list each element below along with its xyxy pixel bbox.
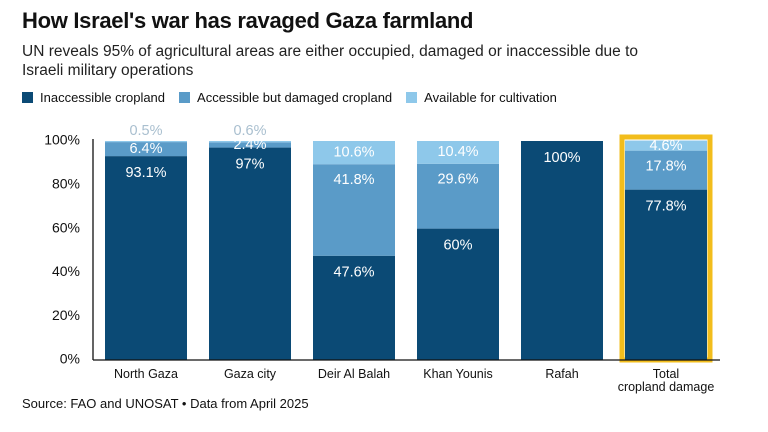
legend-item-available: Available for cultivation bbox=[406, 90, 557, 105]
data-label-available: 0.6% bbox=[233, 123, 266, 139]
data-label-inaccessible: 47.6% bbox=[333, 265, 374, 281]
bar-segment-damaged bbox=[625, 150, 707, 190]
bar-segment-damaged bbox=[209, 142, 291, 148]
bar-segment-inaccessible bbox=[209, 147, 291, 360]
bar-segment-damaged bbox=[313, 164, 395, 256]
y-tick-label: 80% bbox=[52, 176, 80, 192]
y-tick-label: 60% bbox=[52, 219, 80, 235]
data-label-available: 4.6% bbox=[649, 138, 682, 154]
data-label-available: 0.5% bbox=[129, 123, 162, 139]
data-label-inaccessible: 93.1% bbox=[125, 165, 166, 181]
x-category-label: North Gaza bbox=[114, 367, 178, 381]
data-label-damaged: 17.8% bbox=[645, 158, 686, 174]
data-label-inaccessible: 60% bbox=[443, 237, 472, 253]
data-label-damaged: 29.6% bbox=[437, 172, 478, 188]
bar-segment-inaccessible bbox=[417, 228, 499, 360]
y-tick-label: 100% bbox=[44, 132, 80, 148]
legend-item-inaccessible: Inaccessible cropland bbox=[22, 90, 165, 105]
x-category-label: Khan Younis bbox=[423, 367, 493, 381]
legend: Inaccessible cropland Accessible but dam… bbox=[22, 90, 557, 105]
bar-segment-inaccessible bbox=[521, 141, 603, 360]
data-label-inaccessible: 77.8% bbox=[645, 198, 686, 214]
stacked-bar-chart: 0% 20% 40% 60% 80% 100% 93.1% 6.4% 0.5% North Gaz… bbox=[44, 123, 720, 394]
data-label-available: 10.6% bbox=[333, 144, 374, 160]
source-note: Source: FAO and UNOSAT • Data from April… bbox=[22, 396, 309, 411]
bar-segment-available bbox=[313, 141, 395, 165]
bar-segment-available bbox=[417, 141, 499, 164]
data-label-damaged: 2.4% bbox=[233, 137, 266, 153]
data-label-damaged: 41.8% bbox=[333, 172, 374, 188]
legend-label-available: Available for cultivation bbox=[424, 90, 557, 105]
x-category-label: Total cropland damage bbox=[618, 367, 715, 394]
x-category-label: Deir Al Balah bbox=[318, 367, 390, 381]
data-label-damaged: 6.4% bbox=[129, 141, 162, 157]
bar-segment-damaged bbox=[105, 142, 187, 157]
data-label-available: 10.4% bbox=[437, 144, 478, 160]
bar-segment-inaccessible bbox=[105, 156, 187, 360]
legend-swatch-damaged bbox=[179, 92, 191, 103]
bar-segment-available bbox=[105, 141, 187, 143]
x-category-label: Rafah bbox=[545, 367, 578, 381]
y-tick-label: 0% bbox=[60, 351, 80, 367]
data-label-inaccessible: 100% bbox=[543, 150, 580, 166]
data-label-inaccessible: 97% bbox=[235, 156, 264, 172]
y-tick-label: 20% bbox=[52, 307, 80, 323]
chart-subtitle: UN reveals 95% of agricultural areas are… bbox=[22, 43, 639, 79]
bar-segment-available bbox=[209, 141, 291, 143]
legend-label-inaccessible: Inaccessible cropland bbox=[40, 90, 166, 105]
bar-segment-available bbox=[625, 140, 707, 151]
bar-segment-inaccessible bbox=[625, 189, 707, 360]
x-category-label: Gaza city bbox=[224, 367, 277, 381]
legend-item-damaged: Accessible but damaged cropland bbox=[179, 90, 392, 105]
bar-segment-inaccessible bbox=[313, 255, 395, 360]
legend-swatch-inaccessible bbox=[22, 92, 33, 103]
legend-swatch-available bbox=[406, 92, 418, 103]
legend-label-damaged: Accessible but damaged cropland bbox=[197, 90, 393, 105]
bar-segment-damaged bbox=[417, 163, 499, 229]
chart-title: How Israel's war has ravaged Gaza farmla… bbox=[22, 8, 474, 33]
y-tick-label: 40% bbox=[52, 263, 80, 279]
